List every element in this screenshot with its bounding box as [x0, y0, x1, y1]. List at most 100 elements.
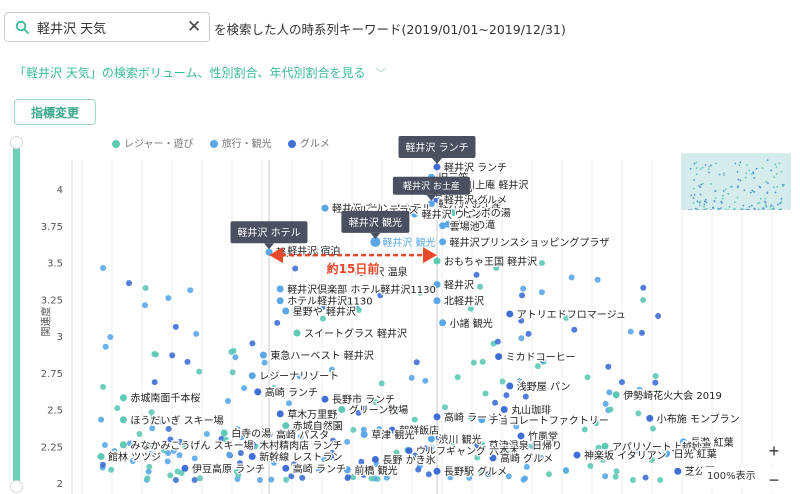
data-point[interactable] — [220, 429, 228, 437]
data-point[interactable] — [433, 257, 441, 265]
data-point[interactable] — [254, 388, 262, 396]
search-input[interactable] — [37, 16, 177, 38]
search-box[interactable]: ✕ — [4, 12, 210, 42]
data-point[interactable] — [478, 441, 486, 449]
background-data-point — [479, 358, 486, 365]
data-point[interactable] — [282, 422, 290, 430]
close-icon[interactable]: ✕ — [187, 17, 202, 37]
range-slider-track[interactable] — [13, 136, 20, 486]
data-point[interactable] — [433, 413, 441, 421]
data-point[interactable] — [338, 406, 346, 413]
data-point[interactable] — [439, 319, 447, 327]
data-point[interactable] — [433, 163, 441, 171]
data-point[interactable] — [265, 430, 273, 438]
data-point[interactable] — [495, 353, 503, 361]
background-data-point — [151, 351, 158, 358]
legend-item-leisure[interactable]: レジャー・遊び — [112, 135, 194, 150]
background-data-point — [657, 476, 664, 483]
background-data-point — [101, 442, 108, 449]
background-data-point — [165, 295, 172, 302]
data-point[interactable] — [478, 416, 486, 424]
data-point[interactable] — [371, 455, 379, 463]
data-point[interactable] — [321, 204, 329, 212]
data-point[interactable] — [433, 195, 441, 203]
data-point[interactable] — [427, 200, 435, 208]
data-point[interactable] — [433, 281, 441, 289]
data-point[interactable] — [276, 247, 284, 255]
background-data-point — [270, 459, 277, 466]
data-point[interactable] — [517, 432, 525, 440]
data-point[interactable] — [500, 406, 508, 413]
data-point[interactable] — [119, 416, 127, 424]
minimap-point — [700, 183, 703, 186]
data-point[interactable] — [679, 438, 687, 446]
data-point[interactable] — [433, 297, 441, 305]
data-point[interactable] — [573, 451, 581, 459]
expand-details-link[interactable]: 「軽井沢 天気」の検索ボリューム、性別割合、年代別割合を見る ﹀ — [14, 64, 386, 81]
data-point[interactable] — [119, 394, 127, 402]
data-point[interactable] — [601, 442, 609, 450]
background-data-point — [355, 409, 362, 416]
background-data-point — [193, 330, 200, 337]
data-point[interactable] — [450, 209, 458, 217]
data-point[interactable] — [360, 430, 368, 438]
data-point[interactable] — [411, 210, 419, 218]
data-point[interactable] — [506, 382, 514, 390]
data-point[interactable] — [370, 236, 381, 247]
data-point[interactable] — [433, 467, 441, 475]
data-point[interactable] — [181, 464, 189, 472]
data-point[interactable] — [427, 173, 435, 181]
data-point[interactable] — [506, 310, 514, 318]
data-point[interactable] — [282, 307, 290, 315]
data-point[interactable] — [293, 329, 301, 337]
data-point[interactable] — [282, 464, 290, 472]
data-point[interactable] — [276, 285, 284, 293]
data-point[interactable] — [388, 426, 396, 434]
data-point[interactable] — [343, 267, 351, 275]
data-point[interactable] — [259, 351, 267, 359]
data-point[interactable] — [444, 181, 452, 189]
data-point[interactable] — [439, 238, 447, 246]
data-point[interactable] — [248, 453, 256, 461]
data-point[interactable] — [321, 395, 329, 403]
change-metric-button[interactable]: 指標変更 — [14, 99, 96, 125]
minimap-point — [724, 188, 727, 191]
data-point[interactable] — [444, 220, 452, 228]
data-point[interactable] — [343, 466, 351, 474]
data-point[interactable] — [338, 206, 346, 214]
legend-item-travel[interactable]: 旅行・観光 — [209, 135, 272, 150]
data-point[interactable] — [489, 454, 497, 462]
data-point[interactable] — [248, 441, 256, 449]
data-point[interactable] — [422, 188, 430, 196]
minimap-point — [699, 186, 702, 189]
background-data-point — [425, 471, 432, 478]
data-point[interactable] — [663, 450, 671, 458]
background-data-point — [164, 458, 171, 465]
legend-item-gourmet[interactable]: グルメ — [287, 135, 330, 150]
zoom-in-button[interactable]: + — [760, 439, 788, 463]
data-point[interactable] — [119, 441, 127, 449]
minimap-point — [757, 208, 760, 211]
range-slider-bottom-handle[interactable] — [10, 480, 23, 493]
minimap[interactable] — [680, 152, 792, 211]
data-point[interactable] — [405, 447, 413, 455]
data-point[interactable] — [276, 410, 284, 418]
background-data-point — [320, 456, 327, 463]
data-point[interactable] — [276, 297, 284, 305]
range-slider-top-handle[interactable] — [10, 136, 23, 149]
data-point[interactable] — [97, 453, 105, 461]
data-point[interactable] — [248, 372, 256, 380]
data-label: 高崎 ラーメン — [444, 411, 507, 424]
background-data-point — [236, 460, 243, 467]
zoom-out-button[interactable]: − — [760, 468, 788, 492]
data-point[interactable] — [427, 435, 435, 443]
background-data-point — [499, 378, 506, 385]
background-data-point — [595, 444, 602, 451]
data-point[interactable] — [612, 391, 620, 399]
data-point[interactable] — [439, 222, 447, 230]
data-point[interactable] — [646, 414, 654, 422]
data-point[interactable] — [674, 467, 682, 475]
minimap-point — [705, 207, 708, 210]
background-data-point — [174, 468, 181, 475]
data-point[interactable] — [265, 248, 273, 256]
